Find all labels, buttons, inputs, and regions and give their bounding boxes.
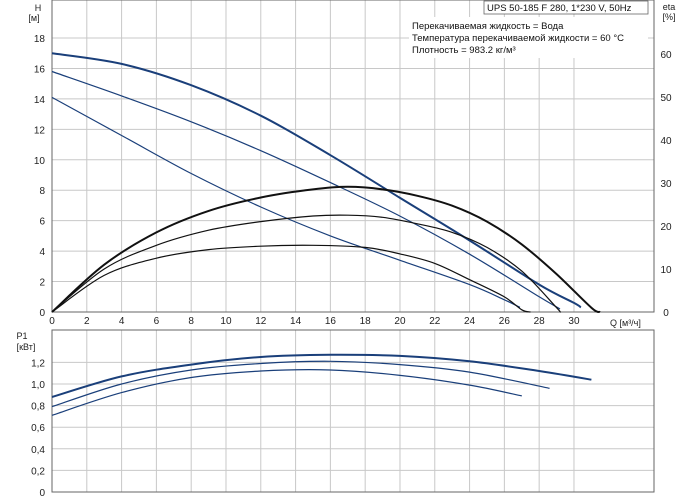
head-efficiency-curves [51,52,601,313]
power-tick-label: 0,4 [31,445,45,456]
efficiency-curve-5 [51,214,562,313]
x-tick-label: 6 [154,316,160,327]
power-tick-labels: 0 0,2 0,4 0,6 0,8 1,0 1,2 [31,358,45,499]
x-tick-label: 24 [464,316,476,327]
y-tick-label: 14 [34,95,46,106]
notes-box [409,17,648,58]
power-tick-label: 1,0 [31,380,45,391]
x-tick-label: 10 [220,316,232,327]
x-tick-label: 0 [49,316,55,327]
y-tick-label: 12 [34,125,46,136]
head-curve-2 [51,70,561,310]
power-plot-frame [51,329,655,493]
power-curves [51,353,592,416]
y2-axis-unit: [%] [662,12,675,22]
x-tick-label: 26 [499,316,511,327]
y-tick-label: 10 [34,156,46,167]
y2-tick-label: 50 [660,93,672,104]
y-tick-label: 6 [39,217,45,228]
y-tick-label: 8 [39,186,45,197]
head-tick-labels: 0 2 4 6 8 10 12 14 16 18 20 22 24 26 28 300246810121416… [34,34,672,327]
power-tick-label: 1,2 [31,358,45,369]
power-curve-3 [51,369,522,416]
note-temperature: Температура перекачиваемой жидкости = 60… [412,33,624,44]
power-tick-label: 0,2 [31,466,45,477]
y-axis-unit: [м] [28,13,39,23]
x-axis-label: Q [м³/ч] [610,318,641,328]
y-tick-label: 0 [39,308,45,319]
y2-axis-label: eta [663,2,676,12]
title-box [483,0,649,15]
x-tick-label: 20 [394,316,406,327]
head-curve-3 [51,96,521,308]
y-tick-label: 18 [34,34,46,45]
y2-tick-label: 30 [660,179,672,190]
power-curve-1 [51,353,592,398]
x-tick-label: 12 [255,316,267,327]
power-tick-label: 0 [39,488,45,499]
power-curve-2 [51,360,550,408]
y-axis-label: H [35,3,42,13]
power-tick-label: 0,6 [31,423,45,434]
power-tick-label: 0,8 [31,402,45,413]
y2-tick-label: 10 [660,265,672,276]
y2-tick-label: 60 [660,50,672,61]
x-tick-label: 4 [119,316,125,327]
x-tick-label: 8 [188,316,194,327]
power-axis-label: P1 [16,331,27,341]
head-plot-frame [51,0,655,313]
x-tick-label: 30 [568,316,580,327]
efficiency-curve-4 [51,185,601,313]
x-tick-label: 28 [534,316,546,327]
chart-title: UPS 50-185 F 280, 1*230 V, 50Hz [487,3,632,14]
x-tick-label: 18 [360,316,372,327]
note-liquid: Перекачиваемая жидкость = Вода [412,21,564,32]
efficiency-curve-6 [51,244,531,313]
note-density: Плотность = 983.2 кг/м³ [412,45,516,56]
y-tick-label: 16 [34,64,46,75]
y2-tick-label: 20 [660,222,672,233]
y2-tick-label: 0 [663,308,669,319]
x-tick-label: 22 [429,316,441,327]
y2-tick-label: 40 [660,136,672,147]
head-curve-1 [51,52,582,309]
power-axis-unit: [кВт] [17,342,36,352]
x-tick-label: 2 [84,316,90,327]
x-tick-label: 14 [290,316,302,327]
x-tick-label: 16 [325,316,337,327]
y-tick-label: 2 [39,278,45,289]
y-tick-label: 4 [39,247,45,258]
